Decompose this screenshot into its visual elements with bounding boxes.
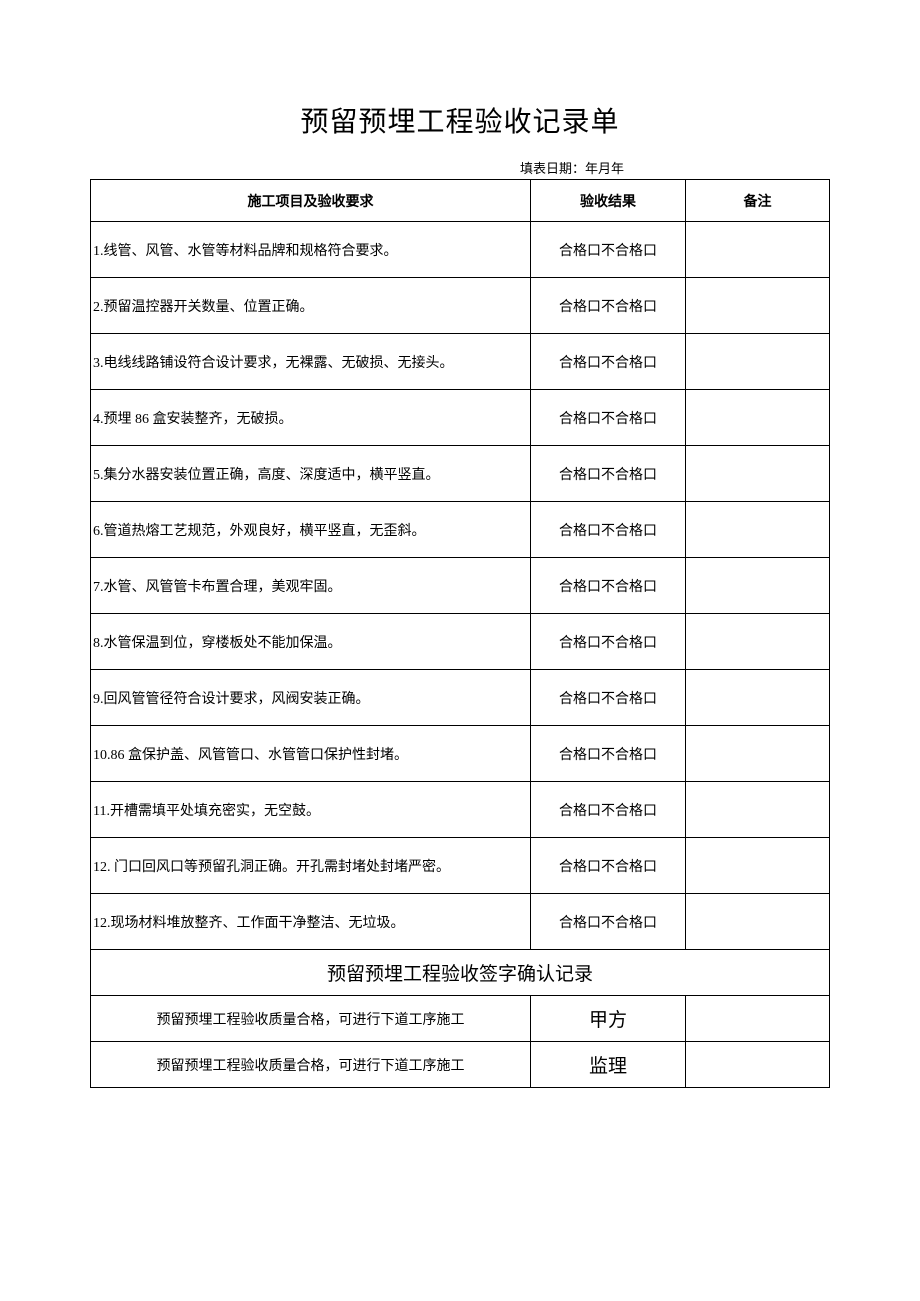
- table-row: 7.水管、风管管卡布置合理，美观牢固。 合格口不合格口: [91, 558, 830, 614]
- table-row: 12.现场材料堆放整齐、工作面干净整洁、无垃圾。 合格口不合格口: [91, 894, 830, 950]
- note-cell: [686, 726, 830, 782]
- signature-party: 监理: [531, 1042, 686, 1088]
- result-cell: 合格口不合格口: [531, 446, 686, 502]
- signature-row: 预留预埋工程验收质量合格，可进行下道工序施工 甲方: [91, 996, 830, 1042]
- fill-date-label: 填表日期：年月年: [90, 158, 830, 177]
- item-cell: 2.预留温控器开关数量、位置正确。: [91, 278, 531, 334]
- note-cell: [686, 222, 830, 278]
- item-cell: 12. 门口回风口等预留孔洞正确。开孔需封堵处封堵严密。: [91, 838, 531, 894]
- note-cell: [686, 894, 830, 950]
- table-row: 10.86 盒保护盖、风管管口、水管管口保护性封堵。 合格口不合格口: [91, 726, 830, 782]
- signature-text: 预留预埋工程验收质量合格，可进行下道工序施工: [91, 996, 531, 1042]
- result-cell: 合格口不合格口: [531, 614, 686, 670]
- result-cell: 合格口不合格口: [531, 670, 686, 726]
- table-row: 9.回风管管径符合设计要求，风阀安装正确。 合格口不合格口: [91, 670, 830, 726]
- result-cell: 合格口不合格口: [531, 894, 686, 950]
- header-item: 施工项目及验收要求: [91, 180, 531, 222]
- item-cell: 3.电线线路铺设符合设计要求，无裸露、无破损、无接头。: [91, 334, 531, 390]
- result-cell: 合格口不合格口: [531, 838, 686, 894]
- item-cell: 4.预埋 86 盒安装整齐，无破损。: [91, 390, 531, 446]
- result-cell: 合格口不合格口: [531, 558, 686, 614]
- table-row: 4.预埋 86 盒安装整齐，无破损。 合格口不合格口: [91, 390, 830, 446]
- signature-blank: [686, 1042, 830, 1088]
- result-cell: 合格口不合格口: [531, 390, 686, 446]
- note-cell: [686, 558, 830, 614]
- table-row: 11.开槽需填平处填充密实，无空鼓。 合格口不合格口: [91, 782, 830, 838]
- header-result: 验收结果: [531, 180, 686, 222]
- result-cell: 合格口不合格口: [531, 782, 686, 838]
- header-note: 备注: [686, 180, 830, 222]
- table-row: 8.水管保温到位，穿楼板处不能加保温。 合格口不合格口: [91, 614, 830, 670]
- document-title: 预留预埋工程验收记录单: [90, 100, 830, 140]
- result-cell: 合格口不合格口: [531, 726, 686, 782]
- result-cell: 合格口不合格口: [531, 334, 686, 390]
- inspection-table: 施工项目及验收要求 验收结果 备注 1.线管、风管、水管等材料品牌和规格符合要求…: [90, 179, 830, 1088]
- table-row: 5.集分水器安装位置正确，高度、深度适中，横平竖直。 合格口不合格口: [91, 446, 830, 502]
- note-cell: [686, 614, 830, 670]
- note-cell: [686, 838, 830, 894]
- result-cell: 合格口不合格口: [531, 502, 686, 558]
- note-cell: [686, 334, 830, 390]
- item-cell: 9.回风管管径符合设计要求，风阀安装正确。: [91, 670, 531, 726]
- note-cell: [686, 390, 830, 446]
- signature-section-header: 预留预埋工程验收签字确认记录: [91, 950, 830, 996]
- table-row: 12. 门口回风口等预留孔洞正确。开孔需封堵处封堵严密。 合格口不合格口: [91, 838, 830, 894]
- note-cell: [686, 782, 830, 838]
- note-cell: [686, 278, 830, 334]
- signature-row: 预留预埋工程验收质量合格，可进行下道工序施工 监理: [91, 1042, 830, 1088]
- item-cell: 11.开槽需填平处填充密实，无空鼓。: [91, 782, 531, 838]
- item-cell: 5.集分水器安装位置正确，高度、深度适中，横平竖直。: [91, 446, 531, 502]
- table-row: 2.预留温控器开关数量、位置正确。 合格口不合格口: [91, 278, 830, 334]
- signature-text: 预留预埋工程验收质量合格，可进行下道工序施工: [91, 1042, 531, 1088]
- note-cell: [686, 446, 830, 502]
- note-cell: [686, 502, 830, 558]
- result-cell: 合格口不合格口: [531, 278, 686, 334]
- item-cell: 12.现场材料堆放整齐、工作面干净整洁、无垃圾。: [91, 894, 531, 950]
- item-cell: 10.86 盒保护盖、风管管口、水管管口保护性封堵。: [91, 726, 531, 782]
- item-cell: 8.水管保温到位，穿楼板处不能加保温。: [91, 614, 531, 670]
- signature-section-header-row: 预留预埋工程验收签字确认记录: [91, 950, 830, 996]
- table-row: 1.线管、风管、水管等材料品牌和规格符合要求。 合格口不合格口: [91, 222, 830, 278]
- table-row: 3.电线线路铺设符合设计要求，无裸露、无破损、无接头。 合格口不合格口: [91, 334, 830, 390]
- note-cell: [686, 670, 830, 726]
- item-cell: 6.管道热熔工艺规范，外观良好，横平竖直，无歪斜。: [91, 502, 531, 558]
- result-cell: 合格口不合格口: [531, 222, 686, 278]
- item-cell: 7.水管、风管管卡布置合理，美观牢固。: [91, 558, 531, 614]
- table-row: 6.管道热熔工艺规范，外观良好，横平竖直，无歪斜。 合格口不合格口: [91, 502, 830, 558]
- item-cell: 1.线管、风管、水管等材料品牌和规格符合要求。: [91, 222, 531, 278]
- signature-blank: [686, 996, 830, 1042]
- table-header-row: 施工项目及验收要求 验收结果 备注: [91, 180, 830, 222]
- signature-party: 甲方: [531, 996, 686, 1042]
